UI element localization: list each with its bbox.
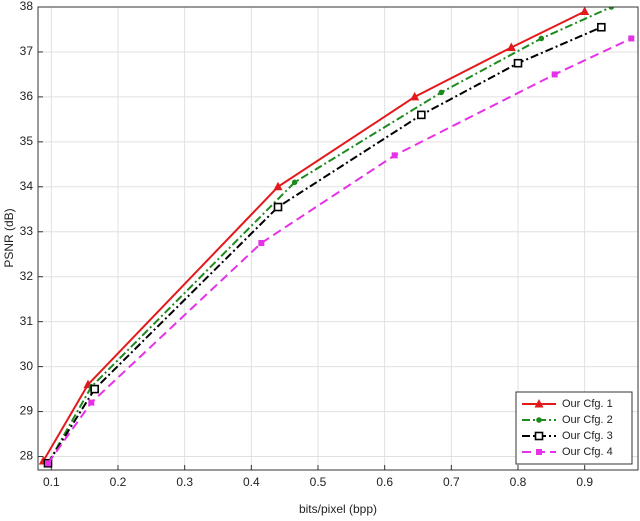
legend-label: Our Cfg. 1 [562,398,613,410]
y-tick-label: 33 [20,224,34,238]
series-line [47,7,612,464]
x-tick-label: 0.8 [510,475,527,489]
marker [628,35,635,42]
x-tick-label: 0.2 [110,475,127,489]
marker [438,89,445,96]
y-tick-label: 36 [20,89,34,103]
plot-frame [37,6,639,471]
marker [608,7,615,10]
legend-label: Our Cfg. 2 [562,414,613,426]
y-tick-label: 34 [20,179,34,193]
marker [258,239,265,246]
y-tick-label: 32 [20,269,34,283]
x-tick-label: 0.5 [310,475,327,489]
marker [534,399,544,408]
x-axis-label: bits/pixel (bpp) [299,502,377,516]
marker [536,449,542,455]
marker [273,181,283,191]
x-tick-label: 0.7 [443,475,460,489]
marker [597,22,606,32]
marker [506,42,516,51]
x-tick-label: 0.3 [176,475,193,489]
y-tick-label: 38 [20,0,34,13]
marker [90,384,99,394]
marker [291,179,298,186]
series-line [47,37,632,464]
marker [410,91,420,101]
x-tick-label: 0.1 [43,475,60,489]
y-tick-label: 31 [20,314,34,328]
x-tick-label: 0.6 [376,475,393,489]
marker [534,431,544,441]
y-tick-label: 35 [20,134,34,148]
marker [538,35,545,42]
legend-label: Our Cfg. 3 [562,430,613,442]
y-tick-label: 37 [20,44,34,58]
y-tick-label: 28 [20,449,34,463]
x-tick-label: 0.4 [243,475,260,489]
series-line [47,26,602,464]
marker [417,110,426,120]
x-tick-label: 0.9 [576,475,593,489]
y-axis-label: PSNR (dB) [2,208,16,267]
series-line [42,10,586,462]
series-group [38,7,635,468]
marker [273,202,283,212]
marker [580,7,590,15]
y-tick-label: 29 [20,404,34,418]
marker [45,460,51,467]
legend-label: Our Cfg. 4 [562,446,613,458]
marker [536,417,542,423]
marker [88,399,95,406]
y-tick-label: 30 [20,359,34,373]
marker [513,58,523,68]
marker [391,152,398,159]
marker [551,71,558,78]
